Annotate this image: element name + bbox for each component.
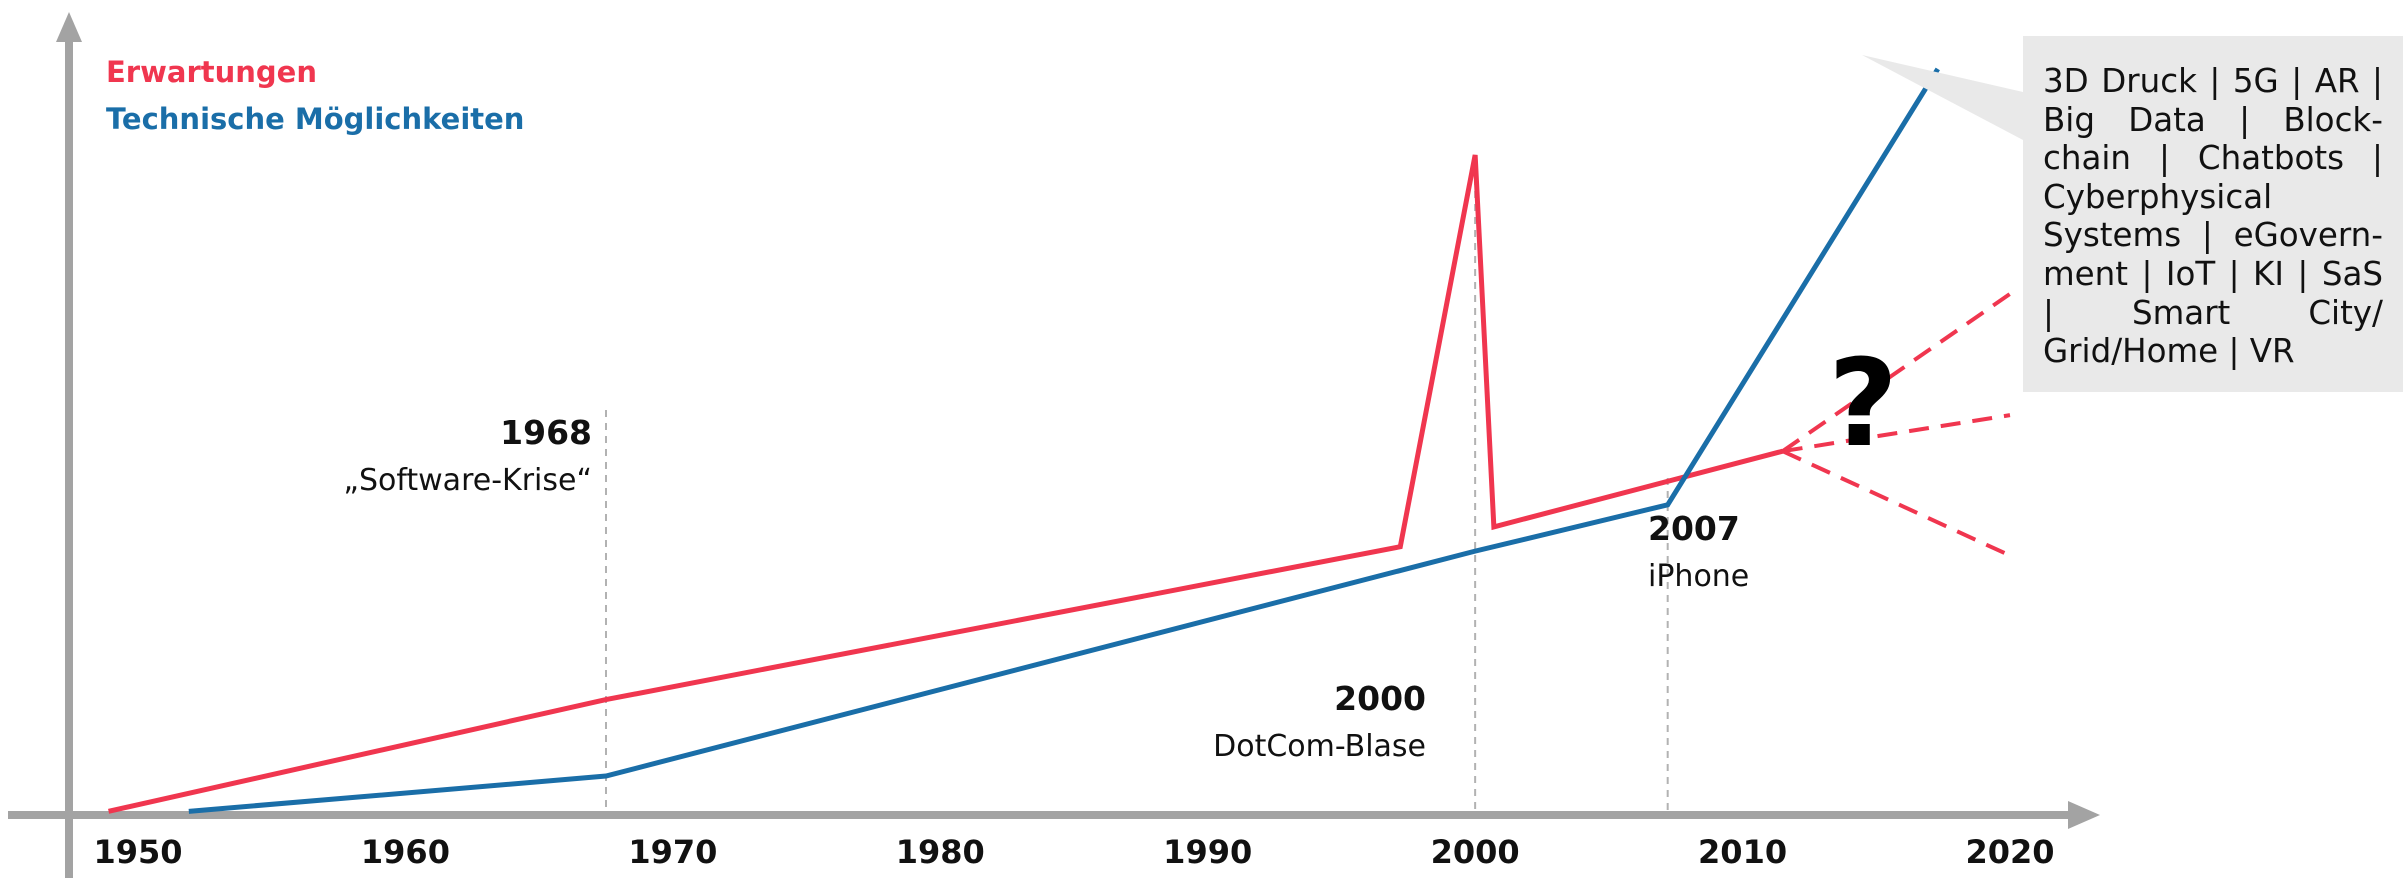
x-axis-arrow-icon	[2068, 801, 2100, 829]
x-tick-label: 1990	[1163, 833, 1252, 871]
x-tick-label: 1960	[361, 833, 450, 871]
event-name-label: „Software-Krise“	[343, 463, 592, 498]
event-name-label: DotCom-Blase	[1213, 729, 1426, 764]
projection-line-1	[1781, 292, 2012, 453]
series-line-technische-moeglichkeiten	[188, 67, 1940, 814]
projection-line-2	[1782, 413, 2011, 454]
event-year-label: 1968	[500, 413, 592, 452]
event-year-label: 2007	[1648, 509, 1740, 548]
series-line-erwartungen	[108, 154, 1784, 814]
y-axis-arrow-icon	[56, 12, 82, 42]
legend-entry: Technische Möglichkeiten	[106, 102, 524, 136]
x-tick-label: 2000	[1431, 833, 1520, 871]
event-year-label: 2000	[1334, 679, 1426, 718]
x-tick-label: 2010	[1698, 833, 1787, 871]
event-name-label: iPhone	[1648, 559, 1749, 594]
question-mark: ?	[1828, 335, 1898, 474]
x-tick-label: 1970	[628, 833, 717, 871]
legend-entry: Erwartungen	[106, 55, 317, 89]
projection-line-3	[1781, 449, 2011, 558]
x-tick-label: 1980	[896, 833, 985, 871]
info-box-pointer	[1862, 55, 2023, 140]
x-tick-label: 1950	[93, 833, 182, 871]
x-tick-label: 2020	[1965, 833, 2054, 871]
technology-info-box: 3D Druck | 5G | AR | Big Data | Block­ch…	[2023, 36, 2403, 392]
